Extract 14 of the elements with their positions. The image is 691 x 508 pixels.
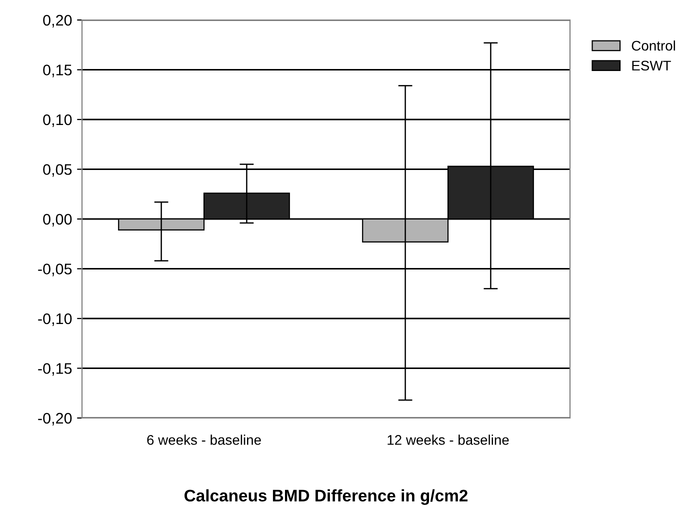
legend-label: Control	[632, 40, 675, 51]
y-tick-label: 0,00	[43, 214, 72, 226]
y-tick-label: 0,15	[43, 64, 72, 78]
y-tick-label: -0,05	[38, 264, 72, 276]
y-tick-label: -0,15	[38, 363, 72, 376]
y-tick-label: -0,10	[38, 313, 72, 326]
y-tick-label: 0,05	[43, 164, 72, 177]
x-tick-label: 6 weeks - baseline	[147, 434, 261, 445]
y-tick-label: 0,20	[43, 14, 72, 28]
y-tick-label: 0,10	[43, 114, 72, 127]
x-axis-title: Calcaneus BMD Difference in g/cm2	[184, 489, 468, 505]
y-tick-label: -0,20	[38, 412, 72, 426]
legend-label: ESWT	[632, 60, 671, 71]
x-tick-label: 12 weeks - baseline	[388, 434, 509, 445]
